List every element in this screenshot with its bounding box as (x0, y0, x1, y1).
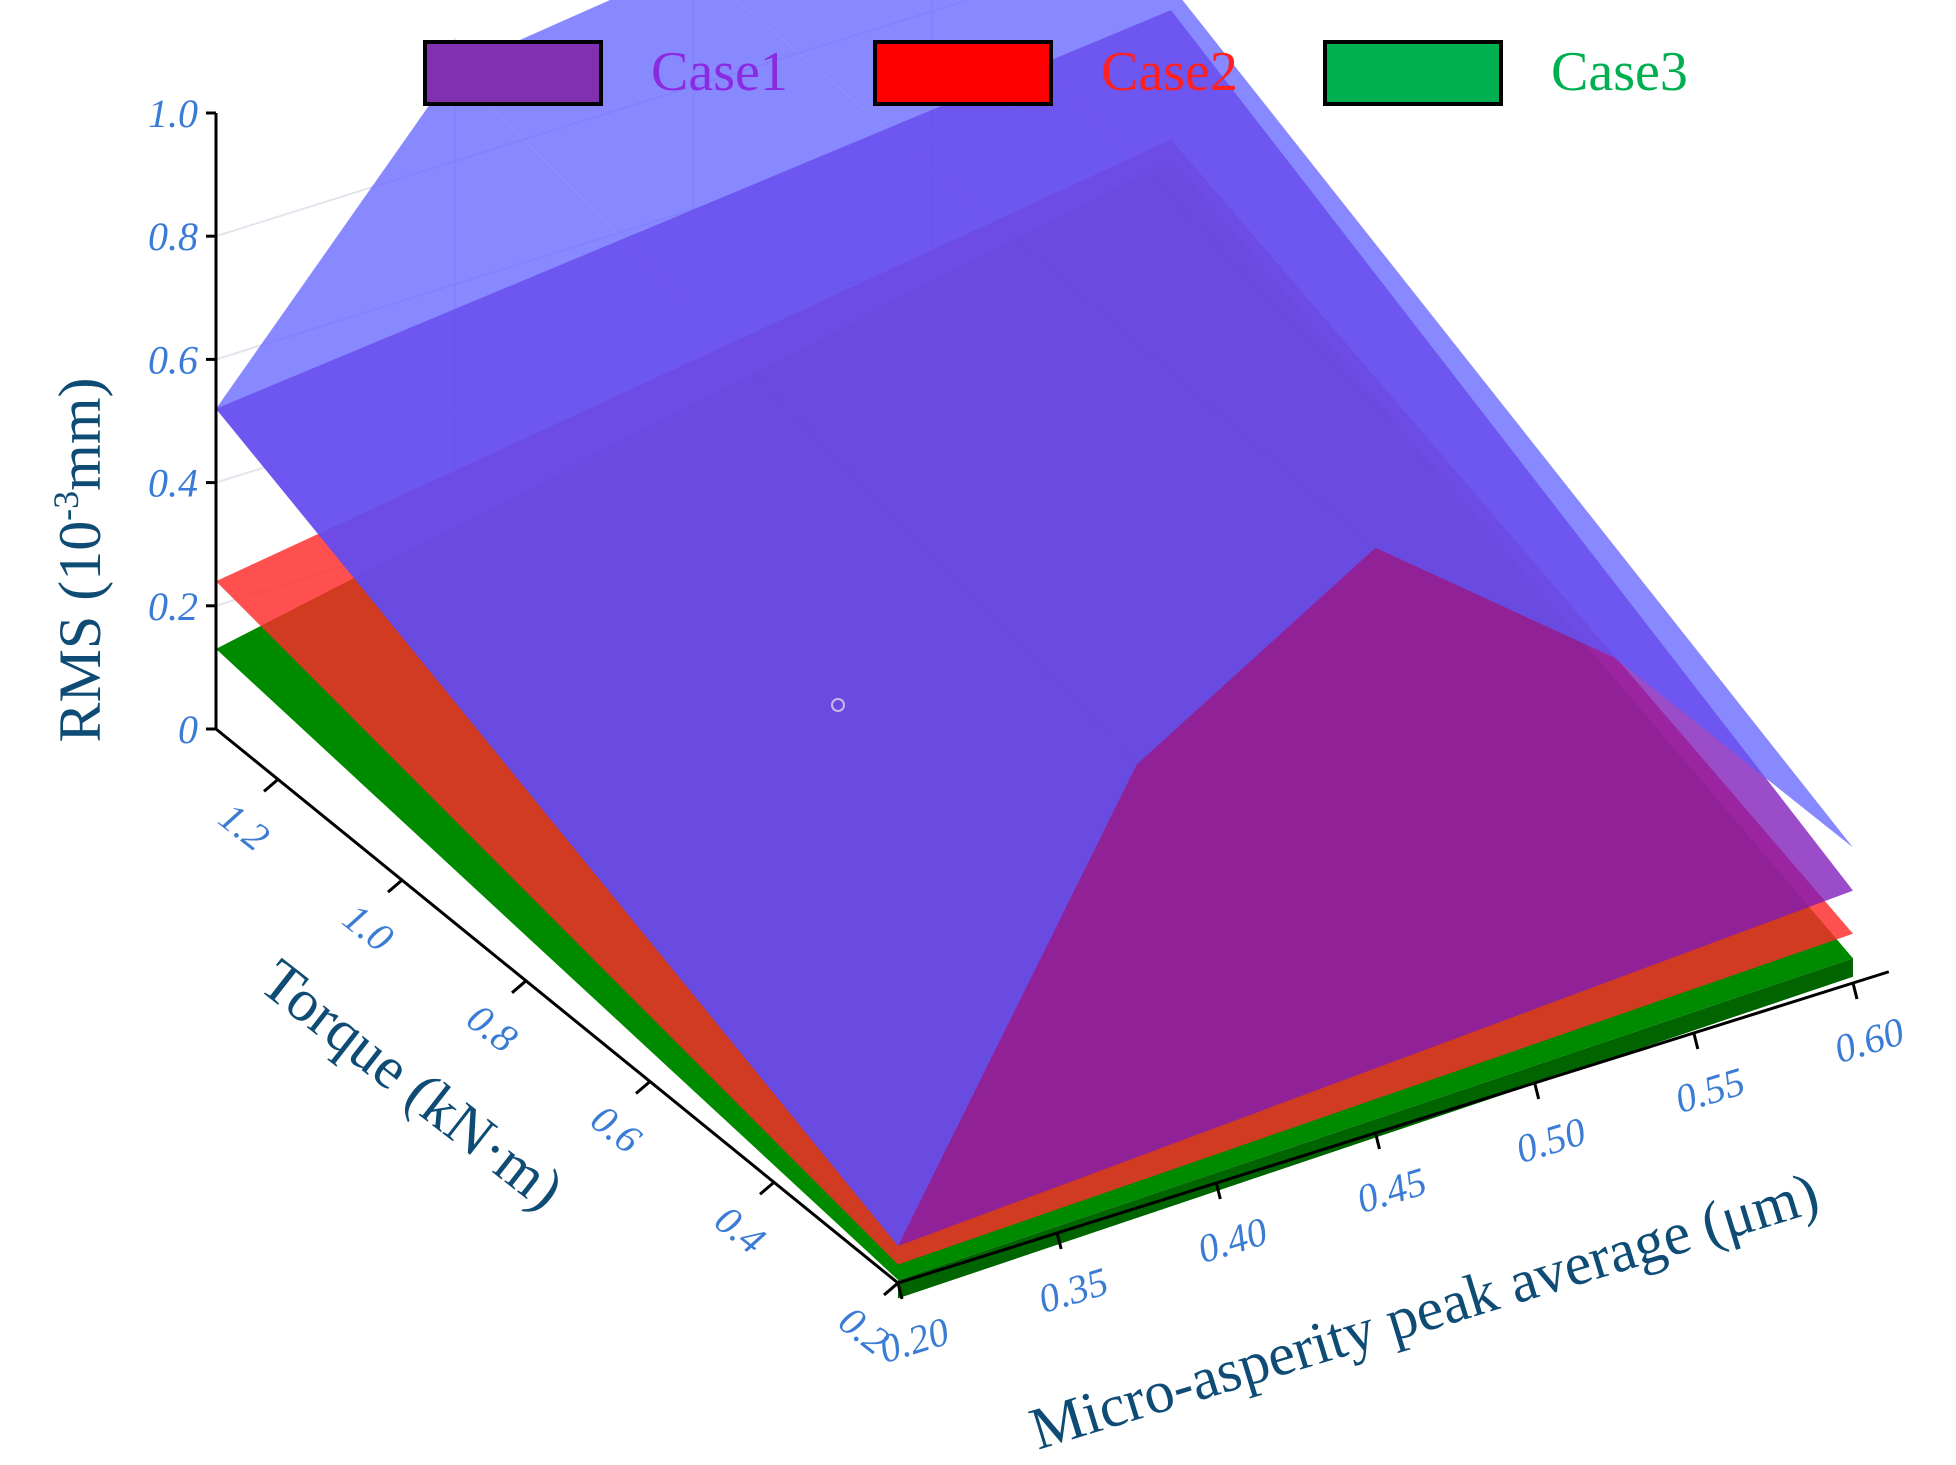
surface-patch-case1-upper-0-0 (216, 68, 1137, 1246)
y-axis-line (215, 727, 899, 1285)
x-tick-mark (896, 1282, 904, 1300)
x-tick-label: 0.35 (1033, 1258, 1113, 1321)
z-tick-label: 0.4 (148, 461, 198, 506)
x-tick-mark (1214, 1182, 1222, 1200)
legend-label-case2: Case2 (1101, 41, 1238, 103)
z-axis-title-sup: -3 (46, 491, 86, 521)
y-tick-label: 1.0 (335, 894, 402, 960)
surface-case3-front-edge (898, 958, 1853, 1299)
z-tick-label: 0 (178, 707, 198, 752)
legend-label-case1: Case1 (651, 41, 788, 103)
axes (214, 113, 1890, 1285)
x-tick-mark (1692, 1032, 1700, 1050)
surface-patch-case1-upper-0-1 (454, 0, 1376, 765)
x-tick-label: 0.40 (1192, 1208, 1272, 1271)
surfaces (216, 0, 1853, 1299)
y-tick-mark (635, 1080, 651, 1095)
y-tick-label: 0.8 (459, 995, 526, 1061)
z-tick-label: 1.0 (148, 91, 198, 136)
x-tick-mark (1533, 1082, 1541, 1100)
y-tick-label: 0.6 (583, 1096, 650, 1162)
y-tick-mark (883, 1281, 899, 1297)
legend: Case1 Case2 Case3 (423, 40, 1688, 106)
legend-item-case1: Case1 (423, 40, 788, 106)
z-tick-label: 0.8 (148, 214, 198, 259)
surface-patch-case1-upper-0-2 (736, 0, 1615, 658)
y-tick-mark (759, 1181, 775, 1196)
legend-swatch-case1 (423, 40, 603, 106)
x-tick-label: 0.50 (1511, 1108, 1591, 1171)
legend-label-case3: Case3 (1551, 41, 1688, 103)
y-tick-mark (263, 778, 279, 793)
z-tick-label: 0.6 (148, 337, 198, 382)
y-axis-title: Torque (kN·m) (249, 946, 576, 1222)
x-tick-mark (1374, 1132, 1381, 1150)
z-axis-title: RMS (10-3mm) (46, 377, 113, 742)
z-axis-title-main: RMS (10 (47, 521, 113, 743)
y-tick-label: 1.2 (211, 794, 278, 860)
legend-swatch-case3 (1323, 40, 1503, 106)
x-tick-label: 0.45 (1352, 1158, 1432, 1221)
x-tick-label: 0.55 (1670, 1058, 1750, 1121)
legend-item-case3: Case3 (1323, 40, 1688, 106)
x-tick-label: 0.60 (1829, 1008, 1909, 1071)
y-tick-label: 0.4 (707, 1197, 774, 1263)
x-tick-mark (1851, 982, 1859, 1000)
surface-case1-upper (216, 0, 1853, 1246)
x-axis-line (897, 970, 1890, 1285)
y-tick-mark (511, 979, 527, 994)
legend-item-case2: Case2 (873, 40, 1238, 106)
legend-swatch-case2 (873, 40, 1053, 106)
z-tick-label: 0.2 (148, 584, 198, 629)
surface-patch-case1-upper-0-3 (980, 0, 1853, 848)
cursor-marker (831, 698, 845, 712)
z-axis-title-unit: mm) (47, 377, 113, 490)
x-tick-mark (1055, 1232, 1063, 1250)
y-tick-mark (387, 878, 403, 894)
